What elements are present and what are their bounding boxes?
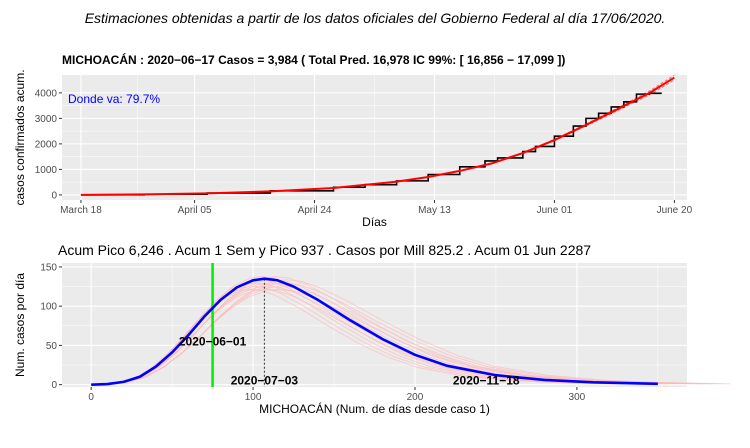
progress-annotation: Donde va: 79.7% (68, 92, 160, 106)
x-tick-label: 300 (569, 392, 586, 403)
page-header: Estimaciones obtenidas a partir de los d… (84, 10, 666, 26)
x-tick-label: April 24 (298, 205, 332, 216)
plot-area-bottom (62, 263, 687, 387)
gridlines-bottom (62, 263, 687, 387)
x-tick-label: 0 (88, 392, 94, 403)
y-axis-title-top: casos confirmados acum. (13, 69, 27, 205)
y-tick-label: 4000 (35, 88, 58, 99)
simulation-curve (91, 276, 695, 386)
x-axis-title-top: Días (362, 215, 387, 229)
y-tick-label: 2000 (35, 139, 58, 150)
y-tick-label: 1000 (35, 165, 58, 176)
fitted-curve (80, 76, 675, 196)
y-tick-label: 100 (40, 302, 57, 313)
chart-title-bottom: Acum Pico 6,246 . Acum 1 Sem y Pico 937 … (58, 242, 591, 258)
date-annotation: 2020−11−18 (453, 374, 520, 388)
gridlines-top (62, 75, 687, 200)
x-tick-label: 200 (407, 392, 424, 403)
date-annotation: 2020−07−03 (231, 374, 299, 388)
simulation-curve (91, 279, 731, 386)
x-axis-title-bottom: MICHOACÁN (Num. de días desde caso 1) (259, 401, 490, 416)
x-tick-label: June 01 (537, 205, 573, 216)
marks-bottom: 2020−06−01 2020−07−03 2020−11−18 (91, 263, 731, 388)
y-tick-label: 3000 (35, 114, 58, 125)
plot-background-bottom (62, 263, 687, 387)
y-tick-label: 50 (46, 341, 58, 352)
axes-bottom: 0 100 200 300 0 50 100 150 (40, 262, 585, 403)
x-tick-label: May 13 (418, 205, 451, 216)
y-tick-label: 150 (40, 262, 57, 273)
x-tick-label: 100 (245, 392, 262, 403)
x-tick-label: June 20 (657, 205, 693, 216)
date-annotation: 2020−06−01 (179, 334, 247, 348)
x-tick-label: April 05 (178, 205, 212, 216)
chart-title-top: MICHOACÁN : 2020−06−17 Casos = 3,984 ( T… (62, 52, 565, 67)
y-axis-title-bottom: Num. casos por día (13, 273, 27, 377)
marks-top (80, 74, 675, 196)
axes-top: March 18 April 05 April 24 May 13 June 01 Jun… (35, 88, 693, 216)
daily-cases-curve (91, 277, 658, 386)
x-tick-label: March 18 (60, 205, 102, 216)
y-tick-label: 0 (51, 380, 57, 391)
y-tick-label: 0 (51, 190, 57, 201)
